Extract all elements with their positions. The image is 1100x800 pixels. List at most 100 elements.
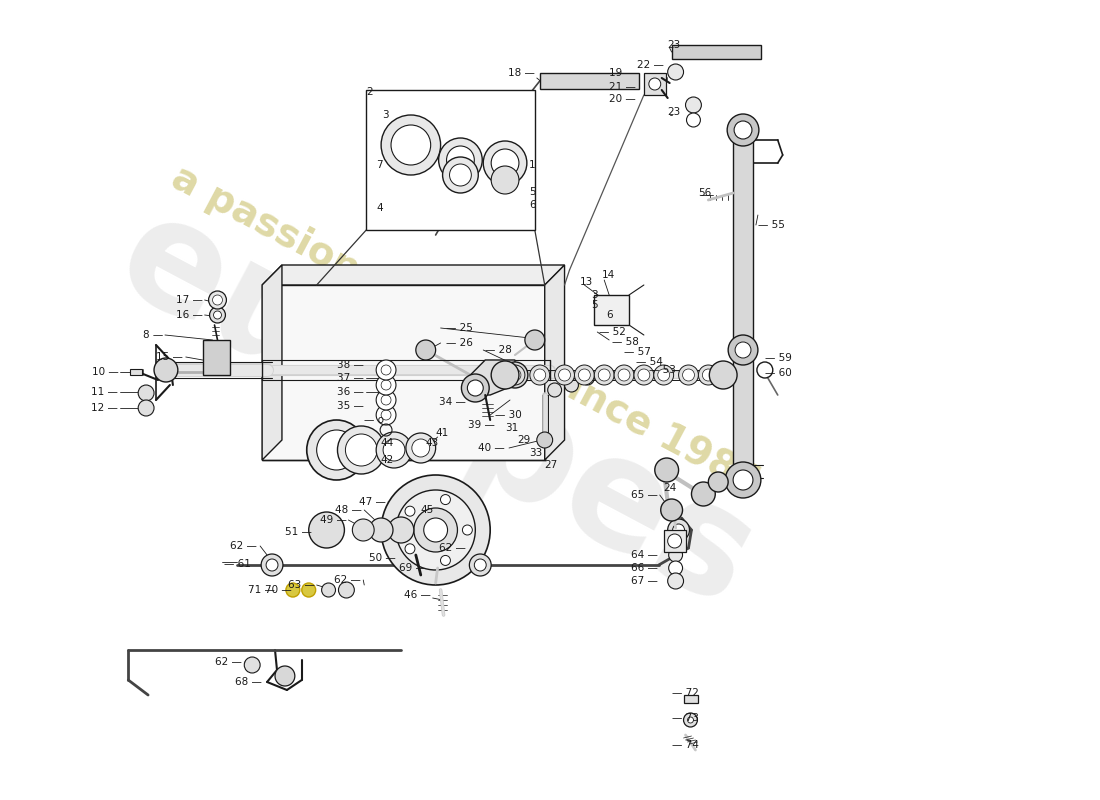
Text: 36 —: 36 — bbox=[338, 387, 364, 397]
Circle shape bbox=[509, 369, 521, 381]
Polygon shape bbox=[683, 695, 698, 703]
Text: 66 —: 66 — bbox=[631, 563, 658, 573]
Circle shape bbox=[614, 365, 634, 385]
Circle shape bbox=[244, 657, 260, 673]
Text: 70 —: 70 — bbox=[265, 585, 292, 595]
Circle shape bbox=[734, 121, 752, 139]
Text: 56: 56 bbox=[698, 188, 712, 198]
Text: — 28: — 28 bbox=[485, 345, 513, 355]
Circle shape bbox=[581, 371, 594, 385]
Circle shape bbox=[338, 426, 385, 474]
Circle shape bbox=[383, 439, 405, 461]
Text: — 60: — 60 bbox=[764, 368, 792, 378]
Circle shape bbox=[381, 365, 390, 375]
Text: — 58: — 58 bbox=[612, 337, 639, 347]
Text: 68 —: 68 — bbox=[235, 677, 262, 687]
Text: 11 —: 11 — bbox=[91, 387, 119, 397]
Circle shape bbox=[686, 113, 701, 127]
Circle shape bbox=[388, 517, 414, 543]
Circle shape bbox=[352, 519, 374, 541]
Circle shape bbox=[668, 573, 683, 589]
Circle shape bbox=[358, 524, 370, 536]
Text: 43: 43 bbox=[426, 438, 439, 448]
Text: 19 —: 19 — bbox=[609, 68, 636, 78]
Text: — 53: — 53 bbox=[649, 365, 675, 375]
Circle shape bbox=[374, 523, 388, 537]
Text: 41: 41 bbox=[436, 428, 449, 438]
Circle shape bbox=[405, 506, 415, 516]
Text: 21 —: 21 — bbox=[609, 82, 636, 92]
Circle shape bbox=[653, 365, 673, 385]
Text: 47 —: 47 — bbox=[360, 497, 386, 507]
Circle shape bbox=[424, 518, 448, 542]
Circle shape bbox=[525, 330, 544, 350]
Circle shape bbox=[381, 410, 390, 420]
Text: 23: 23 bbox=[668, 40, 681, 50]
Circle shape bbox=[703, 369, 714, 381]
Circle shape bbox=[492, 166, 519, 194]
Circle shape bbox=[390, 125, 431, 165]
Circle shape bbox=[505, 365, 525, 385]
Circle shape bbox=[474, 559, 486, 571]
Text: 7: 7 bbox=[376, 160, 383, 170]
Circle shape bbox=[634, 365, 653, 385]
Text: 62 —: 62 — bbox=[230, 541, 257, 551]
Polygon shape bbox=[262, 265, 282, 460]
Text: 6: 6 bbox=[606, 310, 613, 320]
Text: 3: 3 bbox=[591, 290, 597, 300]
Circle shape bbox=[564, 378, 579, 392]
Circle shape bbox=[728, 335, 758, 365]
Circle shape bbox=[286, 583, 300, 597]
Circle shape bbox=[396, 490, 475, 570]
Text: 5: 5 bbox=[529, 187, 536, 197]
Bar bbox=[130, 369, 142, 375]
Circle shape bbox=[321, 583, 336, 597]
Circle shape bbox=[483, 141, 527, 185]
Circle shape bbox=[579, 369, 591, 381]
Text: 33: 33 bbox=[529, 448, 542, 458]
Circle shape bbox=[661, 499, 682, 521]
Circle shape bbox=[439, 138, 482, 182]
Circle shape bbox=[638, 369, 650, 381]
Circle shape bbox=[139, 400, 154, 416]
Text: 63 —: 63 — bbox=[288, 580, 315, 590]
Text: 18 —: 18 — bbox=[508, 68, 535, 78]
Circle shape bbox=[339, 582, 354, 598]
Bar bbox=[366, 90, 535, 230]
Text: 14: 14 bbox=[602, 270, 616, 280]
Text: 37 —: 37 — bbox=[338, 373, 364, 383]
Circle shape bbox=[554, 365, 574, 385]
Circle shape bbox=[470, 554, 492, 576]
Circle shape bbox=[261, 554, 283, 576]
Circle shape bbox=[266, 559, 278, 571]
Text: 71 —: 71 — bbox=[249, 585, 275, 595]
Circle shape bbox=[342, 586, 351, 594]
Circle shape bbox=[447, 146, 474, 174]
Text: 64 —: 64 — bbox=[631, 550, 658, 560]
Circle shape bbox=[376, 390, 396, 410]
Polygon shape bbox=[262, 285, 544, 460]
Bar bbox=[202, 340, 230, 375]
Text: — 59: — 59 bbox=[764, 353, 792, 363]
Circle shape bbox=[450, 164, 471, 186]
Text: 67 —: 67 — bbox=[631, 576, 658, 586]
Circle shape bbox=[142, 404, 150, 412]
Text: — 54: — 54 bbox=[636, 357, 663, 367]
Circle shape bbox=[309, 512, 344, 548]
Circle shape bbox=[142, 389, 150, 397]
Circle shape bbox=[301, 583, 316, 597]
Circle shape bbox=[440, 555, 450, 566]
Circle shape bbox=[692, 482, 715, 506]
Bar bbox=[644, 73, 666, 95]
Circle shape bbox=[492, 149, 519, 177]
Text: 45: 45 bbox=[421, 505, 434, 515]
Text: — 55: — 55 bbox=[758, 220, 784, 230]
Circle shape bbox=[212, 295, 222, 305]
Circle shape bbox=[279, 670, 290, 682]
Circle shape bbox=[442, 157, 478, 193]
Circle shape bbox=[210, 307, 225, 323]
Text: 38 —: 38 — bbox=[338, 360, 364, 370]
Circle shape bbox=[668, 534, 682, 548]
Circle shape bbox=[696, 487, 711, 501]
Circle shape bbox=[461, 374, 490, 402]
